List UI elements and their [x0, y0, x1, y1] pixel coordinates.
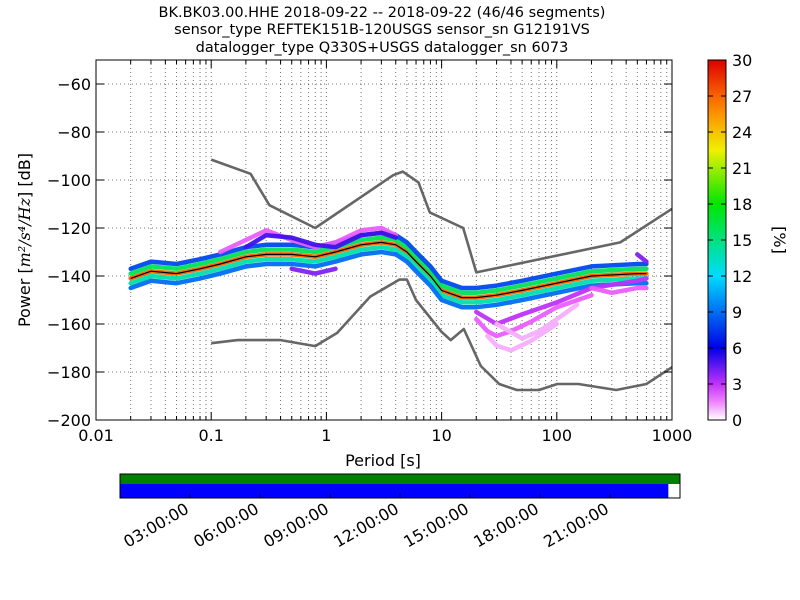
time-tick-label: 06:00:00	[190, 499, 262, 551]
plot-area: 0.01 0.1 1 10 100 1000 −200 −180 −160 −140 −120 −10…	[47, 59, 693, 445]
chart-title-line-3: datalogger_type Q330S+USGS datalogger_sn…	[196, 40, 569, 56]
x-tick-label: 1000	[652, 426, 693, 445]
colorbar-tick-label: 12	[732, 267, 752, 286]
chart-title-line-1: BK.BK03.00.HHE 2018-09-22 -- 2018-09-22 …	[159, 5, 606, 21]
colorbar-label: [%]	[770, 226, 789, 254]
y-axis-label-prefix: Power [	[15, 267, 34, 327]
x-tick-label: 0.01	[78, 426, 114, 445]
grid	[95, 60, 672, 421]
title-block: BK.BK03.00.HHE 2018-09-22 -- 2018-09-22 …	[159, 5, 606, 56]
colorbar-tick-label: 24	[732, 123, 752, 142]
histogram-band	[128, 249, 649, 310]
y-axis-ticks	[96, 83, 672, 421]
data-coverage-bar	[120, 474, 680, 484]
histogram-band	[128, 235, 649, 296]
y-axis-label-suffix: ] [dB]	[15, 153, 34, 198]
x-tick-label: 10	[431, 426, 451, 445]
time-tick-label: 21:00:00	[540, 499, 612, 551]
time-tick-label: 12:00:00	[330, 499, 402, 551]
colorbar-tick-label: 6	[732, 339, 742, 358]
plot-frame	[95, 59, 673, 421]
time-coverage-bar: 03:00:0006:00:0009:00:0012:00:0015:00:00…	[119, 473, 681, 551]
chart-title-line-2: sensor_type REFTEK151B-120USGS sensor_sn…	[174, 22, 590, 38]
colorbar-tick-label: 9	[732, 303, 742, 322]
histogram-band	[243, 230, 399, 250]
colorbar-tick-label: 30	[732, 51, 752, 70]
high-noise-model-line	[210, 158, 673, 274]
histogram-band	[635, 252, 649, 264]
mean-psd-line	[130, 241, 647, 299]
y-tick-label: −200	[47, 411, 91, 430]
time-tick-label: 03:00:00	[120, 499, 192, 551]
x-tick-label: 100	[542, 426, 573, 445]
y-tick-label: −100	[47, 171, 91, 190]
colorbar-tick-label: 18	[732, 195, 752, 214]
colorbar-tick-label: 15	[732, 231, 752, 250]
histogram-band	[128, 244, 649, 305]
colorbar-tick-label: 3	[732, 375, 742, 394]
colorbar-tick-label: 27	[732, 87, 752, 106]
time-tick-label: 18:00:00	[470, 499, 542, 551]
y-tick-label: −160	[47, 315, 91, 334]
y-axis-label: Power [m²/s⁴/Hz] [dB]	[15, 153, 34, 327]
y-tick-label: −140	[47, 267, 91, 286]
psd-coverage-bar	[120, 484, 669, 498]
y-tick-label: −180	[47, 363, 91, 382]
y-tick-label: −60	[57, 75, 91, 94]
y-axis-label-units: m²/s⁴/Hz	[15, 197, 34, 267]
x-axis-label: Period [s]	[345, 451, 421, 470]
time-tick-label: 15:00:00	[400, 499, 472, 551]
y-tick-label: −80	[57, 123, 91, 142]
colorbar-tick-label: 21	[732, 159, 752, 178]
time-tick-label: 09:00:00	[260, 499, 332, 551]
colorbar-tick-label: 0	[732, 411, 742, 430]
x-axis-ticks	[95, 60, 673, 420]
histogram-band	[494, 302, 580, 341]
colorbar: 0 3 6 9 12 15 18 21 24 27 30	[707, 51, 752, 430]
histogram-band	[218, 225, 399, 255]
histogram-band	[589, 285, 649, 296]
x-tick-label: 0.1	[198, 426, 223, 445]
histogram-band	[485, 321, 560, 353]
x-tick-label: 1	[321, 426, 331, 445]
histogram-band	[289, 266, 338, 276]
y-tick-label: −120	[47, 219, 91, 238]
low-noise-model-line	[211, 278, 673, 392]
